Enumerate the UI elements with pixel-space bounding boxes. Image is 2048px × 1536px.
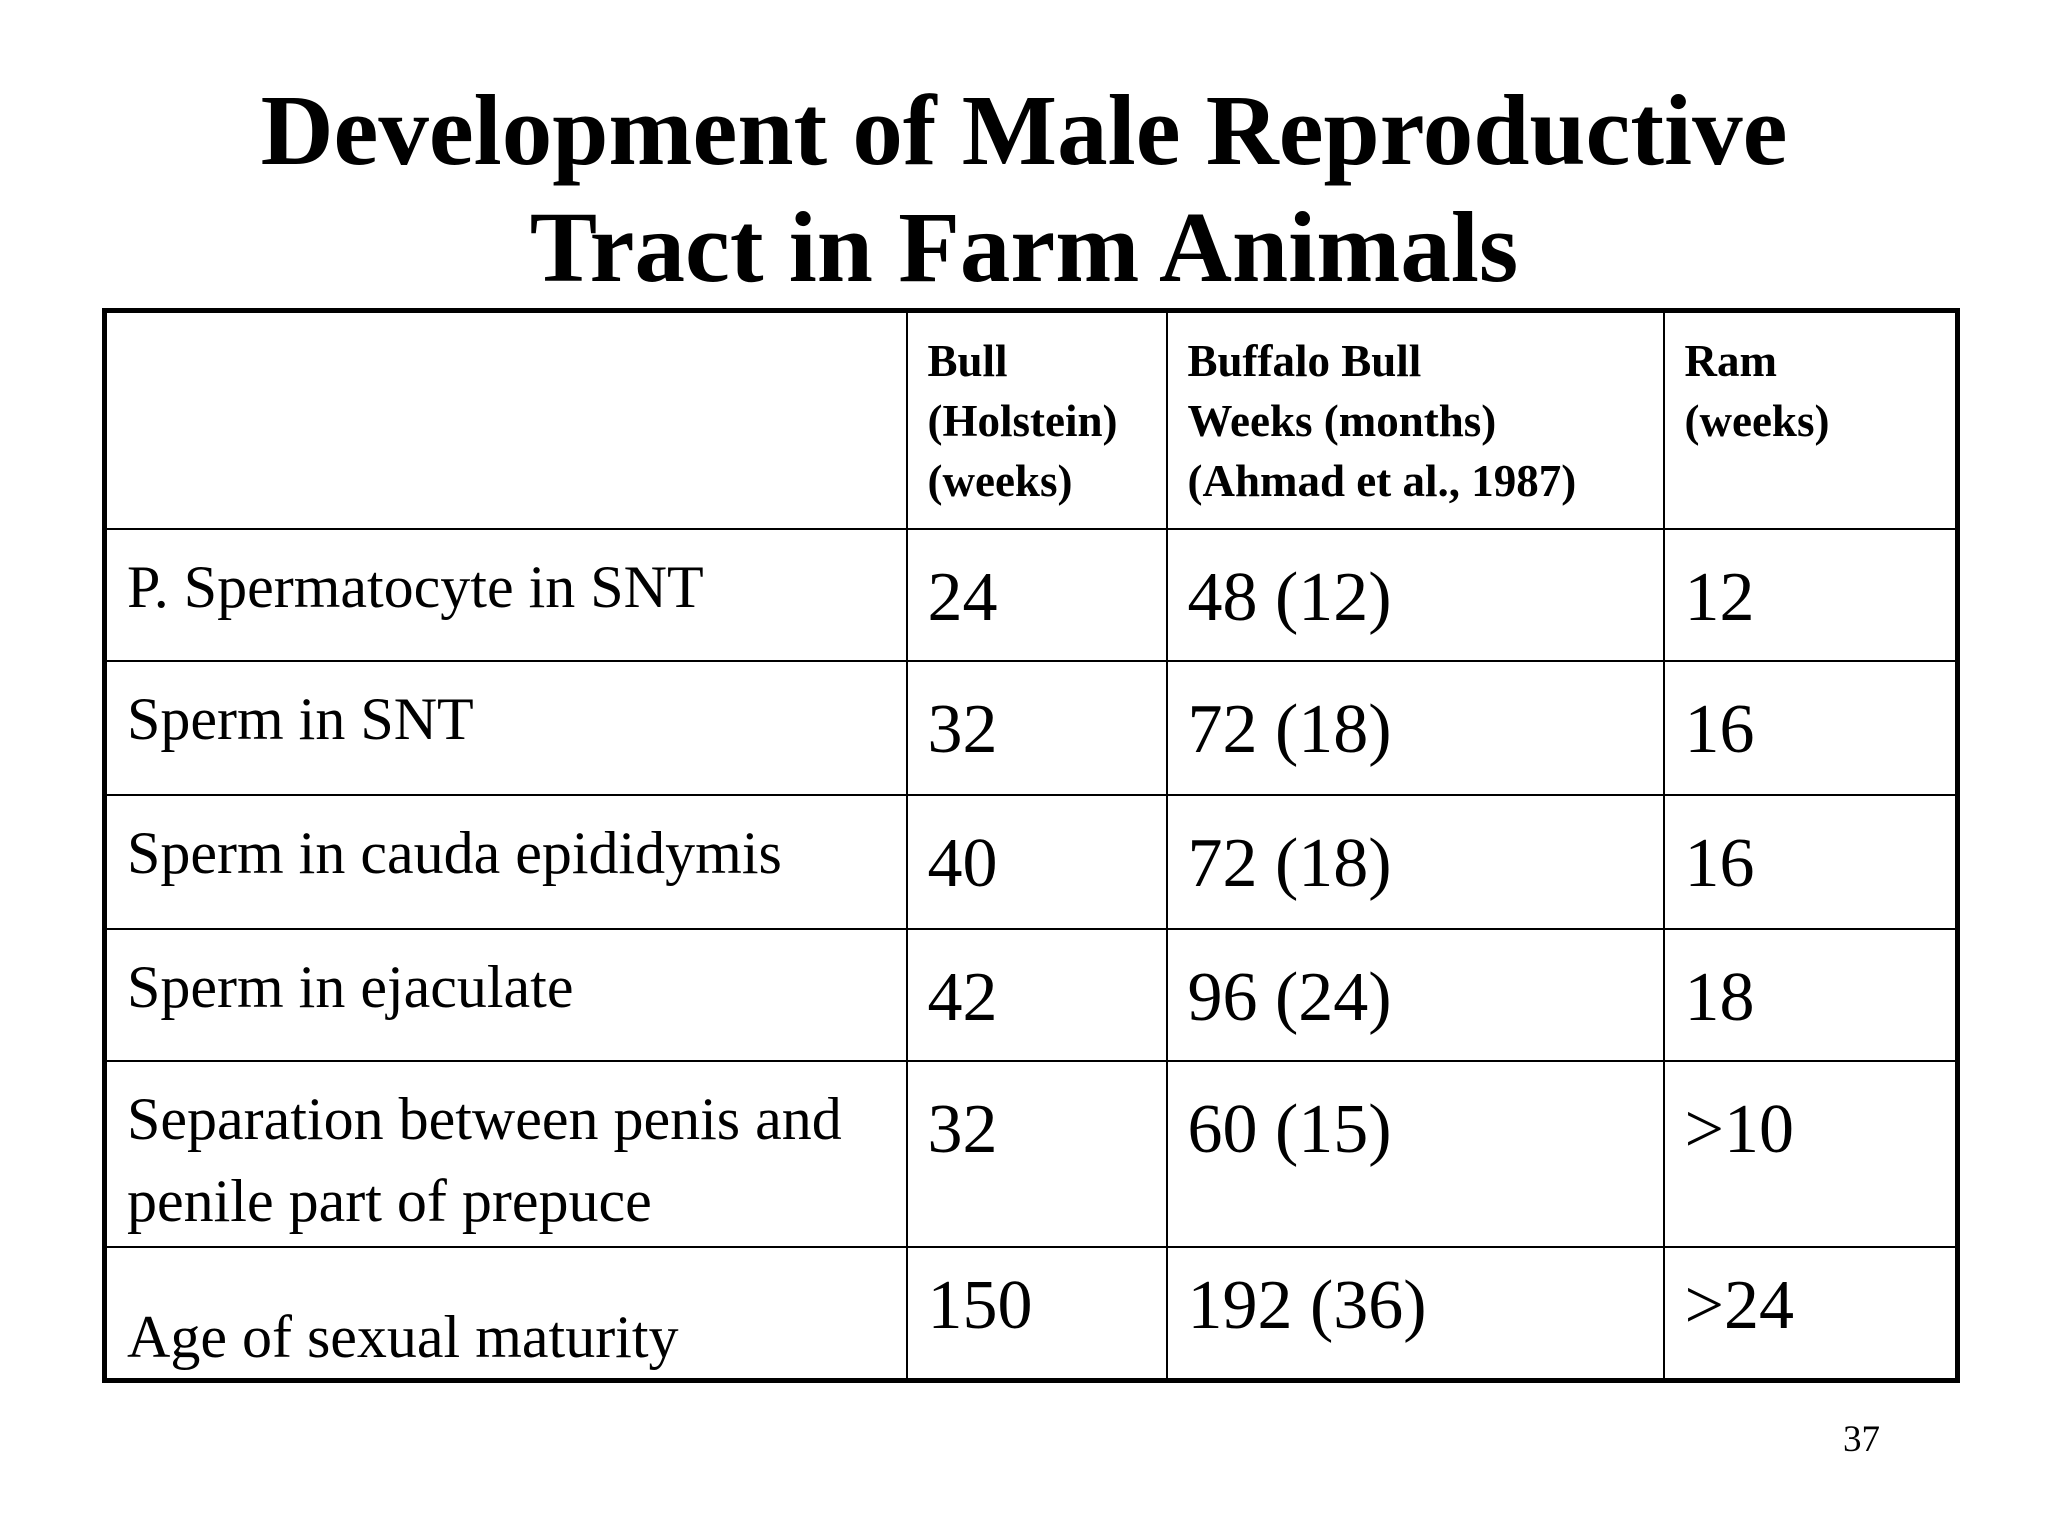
row-label: P. Spermatocyte in SNT xyxy=(103,527,908,662)
row-label: Sperm in cauda epididymis xyxy=(103,793,908,930)
header-cell-bull: Bull (Holstein) (weeks) xyxy=(905,309,1168,530)
ram-value: 16 xyxy=(1662,659,1959,796)
buffalo-value: 192 (36) xyxy=(1165,1245,1665,1381)
bull-value: 32 xyxy=(905,1059,1168,1248)
bull-value: 32 xyxy=(905,659,1168,796)
table-row: Sperm in cauda epididymis 40 72 (18) 16 xyxy=(103,793,1959,930)
row-label: Separation between penis and penile part… xyxy=(103,1059,908,1248)
ram-value: 16 xyxy=(1662,793,1959,930)
row-label: Age of sexual maturity xyxy=(103,1245,908,1381)
ram-value: 12 xyxy=(1662,527,1959,662)
header-cell-buffalo: Buffalo Bull Weeks (months) (Ahmad et al… xyxy=(1165,309,1665,530)
ram-value: >24 xyxy=(1662,1245,1959,1381)
header-cell-ram: Ram (weeks) xyxy=(1662,309,1959,530)
ram-value: >10 xyxy=(1662,1059,1959,1248)
buffalo-value: 72 (18) xyxy=(1165,793,1665,930)
buffalo-value: 96 (24) xyxy=(1165,927,1665,1062)
header-cell-empty xyxy=(103,309,908,530)
page-number: 37 xyxy=(1843,1419,1880,1460)
header-bull-line-2: (Holstein) xyxy=(927,396,1118,446)
row-label: Sperm in SNT xyxy=(103,659,908,796)
slide-title: Development of Male Reproductive Tract i… xyxy=(0,72,2048,306)
ram-value: 18 xyxy=(1662,927,1959,1062)
bull-value: 150 xyxy=(905,1245,1168,1381)
table-row: P. Spermatocyte in SNT 24 48 (12) 12 xyxy=(103,527,1959,662)
table-row: Age of sexual maturity 150 192 (36) >24 xyxy=(103,1245,1959,1381)
header-buffalo-line-2: Weeks (months) xyxy=(1187,396,1497,446)
development-table: Bull (Holstein) (weeks) Buffalo Bull Wee… xyxy=(102,308,1960,1383)
slide-title-line-2: Tract in Farm Animals xyxy=(529,191,1519,303)
header-bull-line-3: (weeks) xyxy=(927,456,1073,506)
header-ram-line-1: Ram xyxy=(1684,336,1777,386)
bull-value: 24 xyxy=(905,527,1168,662)
header-buffalo-line-3: (Ahmad et al., 1987) xyxy=(1187,456,1577,506)
header-bull-line-1: Bull xyxy=(927,336,1008,386)
table-row: Sperm in ejaculate 42 96 (24) 18 xyxy=(103,927,1959,1062)
buffalo-value: 60 (15) xyxy=(1165,1059,1665,1248)
slide-title-line-1: Development of Male Reproductive xyxy=(260,74,1788,186)
header-buffalo-line-1: Buffalo Bull xyxy=(1187,336,1422,386)
buffalo-value: 72 (18) xyxy=(1165,659,1665,796)
table-row: Sperm in SNT 32 72 (18) 16 xyxy=(103,659,1959,796)
header-ram-line-2: (weeks) xyxy=(1684,396,1830,446)
bull-value: 40 xyxy=(905,793,1168,930)
row-label: Sperm in ejaculate xyxy=(103,927,908,1062)
table-header-row: Bull (Holstein) (weeks) Buffalo Bull Wee… xyxy=(103,309,1959,530)
bull-value: 42 xyxy=(905,927,1168,1062)
table-row: Separation between penis and penile part… xyxy=(103,1059,1959,1248)
buffalo-value: 48 (12) xyxy=(1165,527,1665,662)
